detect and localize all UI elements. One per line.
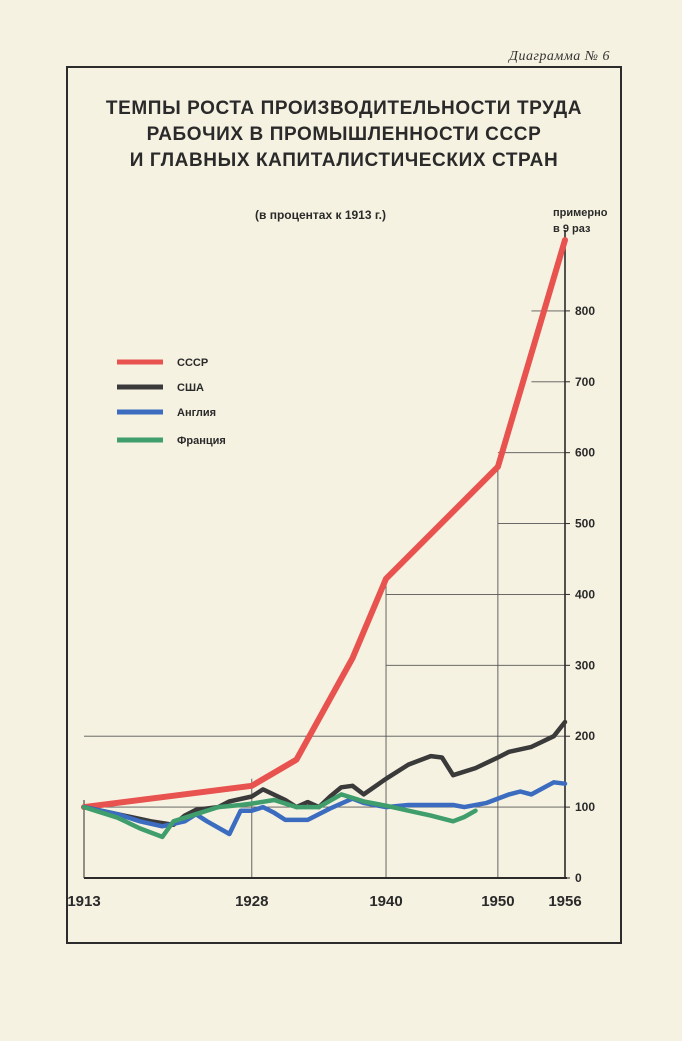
axes: 0 100 200 300 400 500 600 700 800 1913 1928 1940 195… [67,230,595,910]
y-tick-label-500: 500 [575,517,595,531]
chart-frame [66,66,622,944]
series-line-3 [81,792,478,840]
series-line-0 [81,237,568,811]
y-tick-label-700: 700 [575,375,595,389]
chart-title: ТЕМПЫ РОСТА ПРОИЗВОДИТЕЛЬНОСТИ ТРУДА РАБ… [66,96,622,174]
y-tick-label-800: 800 [575,304,595,318]
series-line-1 [81,719,568,828]
y-tick-label-0: 0 [575,871,582,885]
series-line-2 [81,780,568,837]
legend: СССР США Англия Франция [117,357,226,447]
title-line-1: ТЕМПЫ РОСТА ПРОИЗВОДИТЕЛЬНОСТИ ТРУДА [105,98,583,119]
x-tick-label-1928: 1928 [235,893,268,910]
chart-subtitle: (в процентах к 1913 г.) [255,208,386,222]
y-tick-label-100: 100 [575,800,595,814]
legend-label-1: США [177,382,204,394]
annotation-line-2: в 9 раз [553,223,591,235]
legend-label-0: СССР [177,357,208,369]
series-lines [81,237,568,840]
x-tick-label-1950: 1950 [481,893,514,910]
grid-lines [84,310,565,878]
legend-label-2: Англия [177,407,216,419]
x-tick-label-1940: 1940 [369,893,402,910]
y-tick-label-400: 400 [575,587,595,601]
title-line-2: РАБОЧИХ В ПРОМЫШЛЕННОСТИ СССР [146,124,542,145]
diagram-number: Диаграмма № 6 [509,49,610,64]
y-tick-label-600: 600 [575,446,595,460]
x-tick-label-1913: 1913 [67,893,100,910]
annotation-approx: примерно в 9 раз [553,205,607,237]
legend-label-3: Франция [177,435,226,447]
title-line-3: И ГЛАВНЫХ КАПИТАЛИСТИЧЕСКИХ СТРАН [129,150,559,171]
annotation-line-1: примерно [553,207,608,219]
y-tick-label-200: 200 [575,729,595,743]
y-tick-label-300: 300 [575,658,595,672]
x-tick-label-1956: 1956 [548,893,581,910]
